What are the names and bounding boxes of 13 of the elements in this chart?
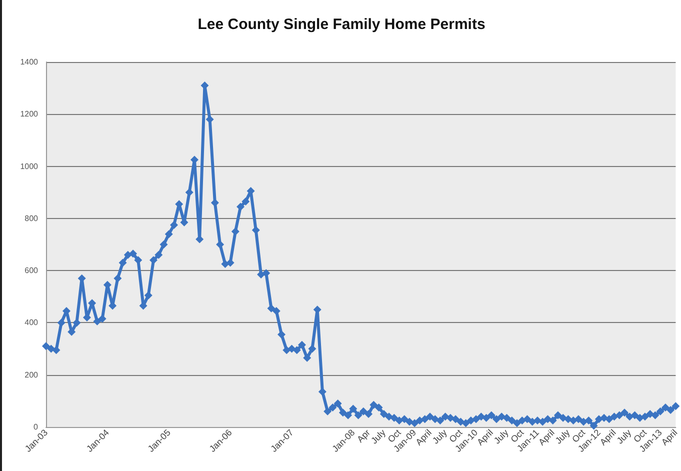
y-tick-label: 400 [24, 318, 39, 328]
x-tick-label: July [430, 427, 450, 446]
x-tick-label: July [614, 427, 634, 446]
y-tick-label: 0 [34, 422, 39, 432]
y-tick-label: 200 [24, 370, 39, 380]
y-tick-label: 800 [24, 214, 39, 223]
x-tick-label: July [553, 427, 572, 446]
x-tick-label: July [492, 427, 511, 446]
y-tick-label: 1000 [20, 162, 39, 171]
y-tick-label: 600 [24, 266, 39, 276]
y-tick-label: 1200 [20, 110, 39, 119]
chart-title: Lee County Single Family Home Permits [198, 16, 486, 33]
y-tick-label: 1400 [20, 58, 39, 66]
